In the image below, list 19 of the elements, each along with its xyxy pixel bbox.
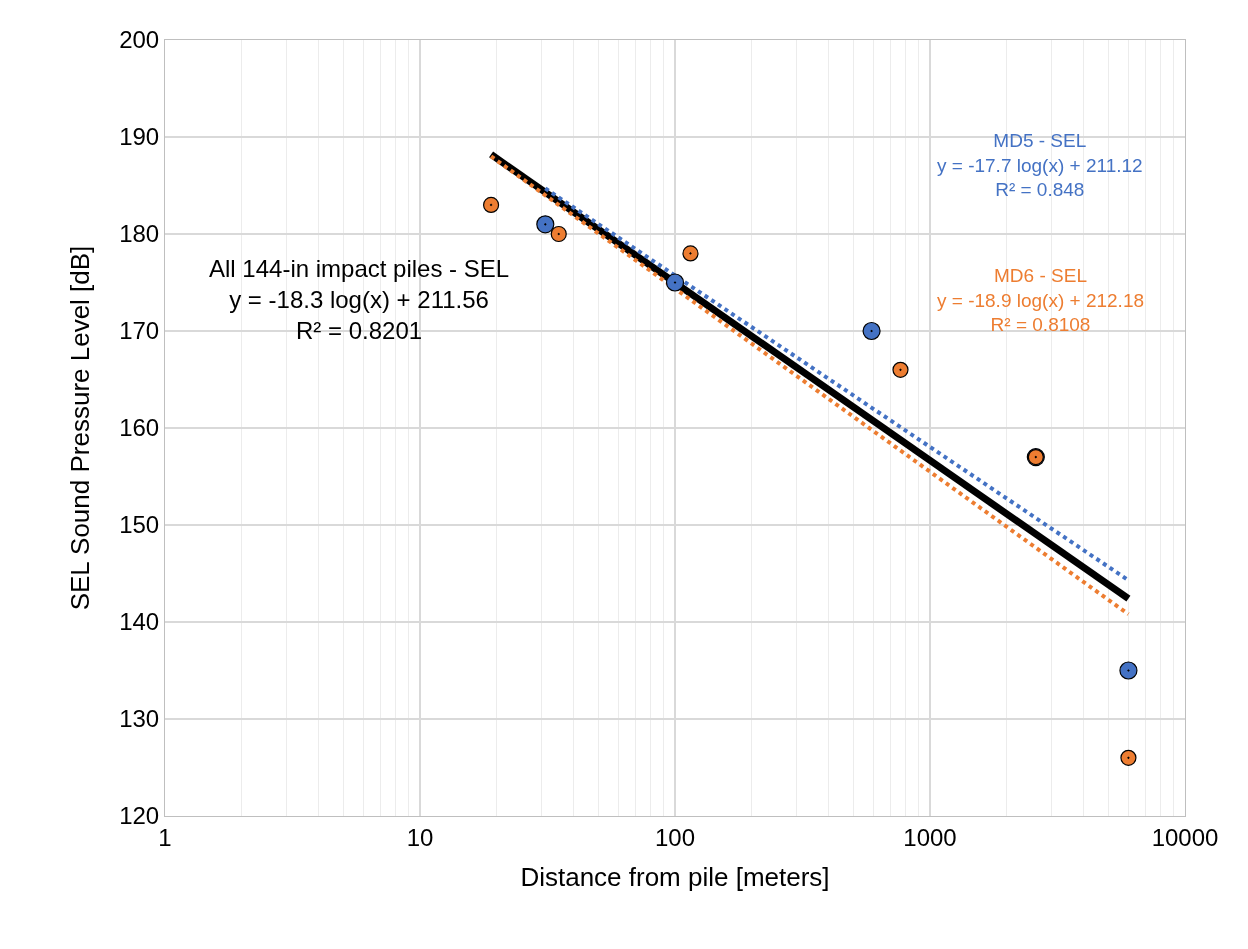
y-tick-label: 200 <box>119 26 160 54</box>
y-tick-label: 180 <box>119 220 160 248</box>
y-tick-label: 130 <box>119 705 160 733</box>
annotation: All 144-in impact piles - SEL y = -18.3 log(x) + 211.56 R² = 0.8201 <box>209 255 510 345</box>
y-tick-label: 160 <box>119 414 160 442</box>
annotation: MD6 - SEL y = -18.9 log(x) + 212.18 R² = 0.8108 <box>937 265 1145 336</box>
x-tick-label: 1000 <box>903 823 957 851</box>
x-tick-label: 10000 <box>1151 823 1219 851</box>
x-tick-label: 100 <box>654 823 696 851</box>
y-tick-label: 150 <box>119 511 160 539</box>
y-tick-label: 120 <box>119 802 160 830</box>
y-tick-label: 170 <box>119 317 160 345</box>
y-tick-label: 140 <box>119 608 160 636</box>
x-tick-label: 10 <box>406 823 434 851</box>
x-axis-title: Distance from pile [meters] <box>520 862 830 893</box>
y-tick-label: 190 <box>119 123 160 151</box>
x-tick-label: 1 <box>158 823 172 851</box>
y-axis-title: SEL Sound Pressure Level [dB] <box>64 245 95 611</box>
annotation: MD5 - SEL y = -17.7 log(x) + 211.12 R² = 0.848 <box>937 130 1143 201</box>
